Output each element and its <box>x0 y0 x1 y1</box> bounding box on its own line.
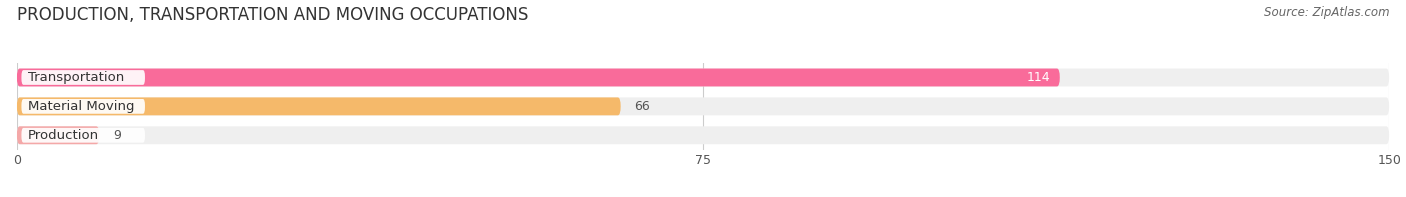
Text: Source: ZipAtlas.com: Source: ZipAtlas.com <box>1264 6 1389 19</box>
FancyBboxPatch shape <box>17 69 1389 86</box>
Text: Production: Production <box>28 129 98 142</box>
Text: 9: 9 <box>112 129 121 142</box>
FancyBboxPatch shape <box>17 126 100 144</box>
Text: 114: 114 <box>1026 71 1050 84</box>
FancyBboxPatch shape <box>21 99 145 114</box>
Text: Material Moving: Material Moving <box>28 100 135 113</box>
Text: Transportation: Transportation <box>28 71 124 84</box>
FancyBboxPatch shape <box>21 128 145 143</box>
Text: PRODUCTION, TRANSPORTATION AND MOVING OCCUPATIONS: PRODUCTION, TRANSPORTATION AND MOVING OC… <box>17 6 529 24</box>
FancyBboxPatch shape <box>17 69 1060 86</box>
FancyBboxPatch shape <box>17 98 620 115</box>
FancyBboxPatch shape <box>17 98 1389 115</box>
Text: 66: 66 <box>634 100 650 113</box>
FancyBboxPatch shape <box>21 70 145 85</box>
FancyBboxPatch shape <box>17 126 1389 144</box>
